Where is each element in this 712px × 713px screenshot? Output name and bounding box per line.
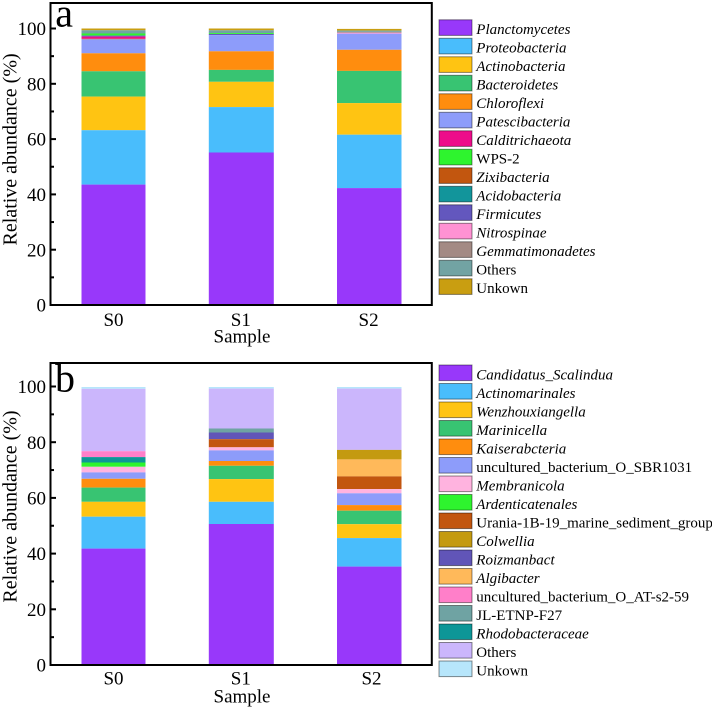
svg-text:20: 20 [27,240,46,261]
svg-text:Zixibacteria: Zixibacteria [476,170,549,186]
svg-text:Others: Others [476,263,516,279]
svg-text:Chloroflexi: Chloroflexi [476,96,544,112]
svg-text:Unkown: Unkown [476,281,528,297]
svg-text:Planctomycetes: Planctomycetes [475,22,570,38]
svg-text:Roizmanbact: Roizmanbact [475,552,555,568]
svg-text:Sample: Sample [214,687,271,708]
svg-text:Firmicutes: Firmicutes [475,207,541,223]
svg-text:0: 0 [37,296,47,317]
svg-text:Membranicola: Membranicola [475,478,564,494]
svg-text:60: 60 [27,130,46,151]
svg-text:80: 80 [27,433,46,454]
svg-text:Relative abundance (%): Relative abundance (%) [0,410,22,602]
svg-text:JL-ETNP-F27: JL-ETNP-F27 [476,608,562,624]
svg-text:100: 100 [18,377,47,398]
svg-text:Proteobacteria: Proteobacteria [475,41,566,57]
svg-text:40: 40 [27,185,46,206]
svg-text:uncultured_bacterium_O_AT-s2-5: uncultured_bacterium_O_AT-s2-59 [476,589,689,605]
svg-text:Acidobacteria: Acidobacteria [475,189,561,205]
svg-text:Sample: Sample [214,327,271,348]
svg-text:a: a [55,0,73,35]
svg-text:Others: Others [476,645,516,661]
svg-text:Kaiserabcteria: Kaiserabcteria [475,441,566,457]
svg-text:Ardenticatenales: Ardenticatenales [475,497,577,513]
svg-text:uncultured_bacterium_O_SBR1031: uncultured_bacterium_O_SBR1031 [476,460,692,476]
svg-text:WPS-2: WPS-2 [476,152,519,168]
svg-text:Urania-1B-19_marine_sediment_g: Urania-1B-19_marine_sediment_group [476,515,712,531]
svg-text:Patescibacteria: Patescibacteria [475,115,570,131]
svg-text:S1: S1 [231,669,251,690]
svg-text:Rhodobacteraceae: Rhodobacteraceae [475,626,589,642]
svg-text:S0: S0 [103,310,123,331]
svg-text:Marinicella: Marinicella [475,423,547,439]
svg-text:S2: S2 [361,669,381,690]
svg-text:Actinomarinales: Actinomarinales [475,386,575,402]
svg-text:60: 60 [27,489,46,510]
svg-text:Candidatus_Scalindua: Candidatus_Scalindua [476,367,613,383]
svg-text:Algibacter: Algibacter [475,571,539,587]
svg-text:20: 20 [27,600,46,621]
svg-text:Bacteroidetes: Bacteroidetes [476,78,558,94]
svg-text:0: 0 [37,656,47,677]
svg-text:Calditrichaeota: Calditrichaeota [476,133,571,149]
svg-text:Colwellia: Colwellia [476,534,534,550]
svg-text:S1: S1 [231,310,251,331]
svg-text:Relative abundance (%): Relative abundance (%) [0,53,22,245]
svg-text:40: 40 [27,544,46,565]
svg-text:S0: S0 [103,669,123,690]
svg-text:Wenzhouxiangella: Wenzhouxiangella [476,404,585,420]
svg-text:Unkown: Unkown [476,663,528,679]
svg-text:Nitrospinae: Nitrospinae [475,226,547,242]
svg-text:Gemmatimonadetes: Gemmatimonadetes [476,244,595,260]
svg-text:80: 80 [27,74,46,95]
svg-text:100: 100 [18,19,47,40]
svg-text:Actinobacteria: Actinobacteria [475,59,565,75]
svg-text:b: b [55,355,75,400]
svg-text:S2: S2 [359,310,379,331]
